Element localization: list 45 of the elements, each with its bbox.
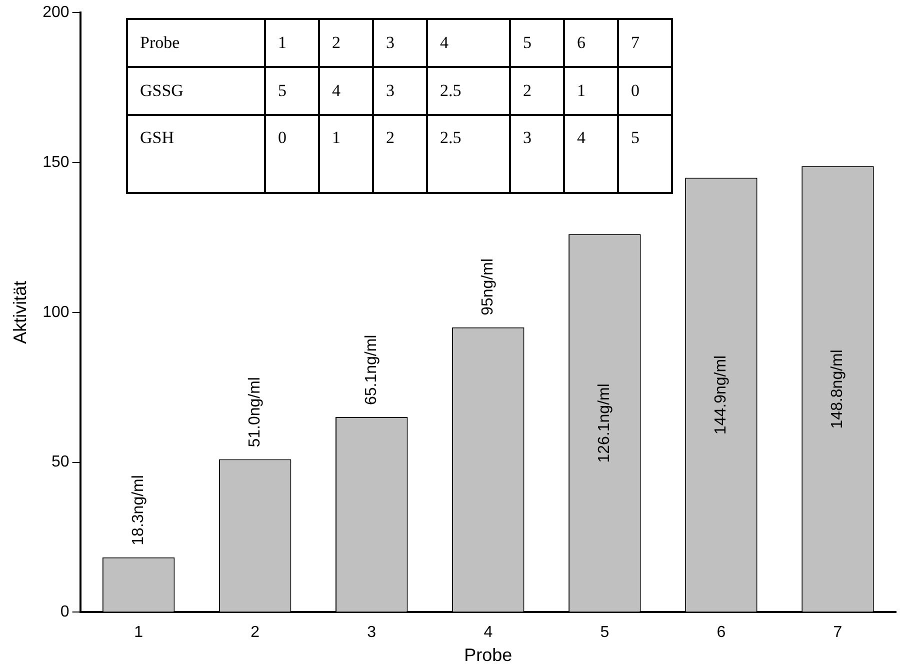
x-tick-label: 6 (716, 624, 726, 642)
annotation: 3 (510, 115, 564, 193)
data-label: 144.9ng/ml (712, 355, 730, 435)
data-label: 51.0ng/ml (246, 377, 264, 448)
annotation: 4 (564, 115, 618, 193)
x-tick-label: 1 (134, 624, 144, 642)
annotation: 2 (510, 67, 564, 115)
annotation: 7 (618, 19, 672, 67)
y-axis-title: Aktivität (10, 280, 30, 344)
y-tick-label: 0 (60, 604, 70, 621)
annotation: Probe (127, 19, 265, 67)
data-label: 148.8ng/ml (829, 350, 846, 429)
annotation: 5 (265, 67, 319, 115)
annotation: 1 (265, 19, 319, 67)
annotation: GSSG (127, 67, 265, 115)
annotation: 5 (618, 115, 672, 193)
annotation: 3 (373, 67, 427, 115)
data-label: 95ng/ml (480, 258, 497, 316)
x-tick-label: 3 (367, 624, 376, 642)
x-tick-label: 2 (250, 624, 260, 642)
annotation: 6 (564, 19, 618, 67)
x-tick-label: 4 (484, 624, 493, 642)
annotation: 0 (618, 67, 672, 115)
annotation: 4 (427, 19, 510, 67)
annotation: 1 (564, 67, 618, 115)
y-tick-label: 50 (52, 454, 70, 471)
y-tick-label: 100 (42, 304, 70, 321)
x-tick-label: 5 (600, 624, 610, 642)
data-label: 18.3ng/ml (130, 475, 147, 546)
annotation: 2 (373, 115, 427, 193)
y-tick-label: 150 (42, 154, 70, 171)
annotation: 2.5 (427, 115, 510, 193)
x-tick-label: 7 (833, 624, 842, 642)
data-label: 126.1ng/ml (596, 384, 614, 463)
y-tick-label: 200 (42, 4, 70, 22)
annotation: 4 (319, 67, 373, 115)
x-axis-title: Probe (464, 645, 512, 666)
annotation: 2 (319, 19, 373, 67)
annotation: 0 (265, 115, 319, 193)
annotation: 1 (319, 115, 373, 193)
annotation: GSH (127, 115, 265, 193)
annotation: 3 (373, 19, 427, 67)
annotation: 5 (510, 19, 564, 67)
data-label: 65.1ng/ml (363, 334, 380, 406)
annotation: 2.5 (427, 67, 510, 115)
